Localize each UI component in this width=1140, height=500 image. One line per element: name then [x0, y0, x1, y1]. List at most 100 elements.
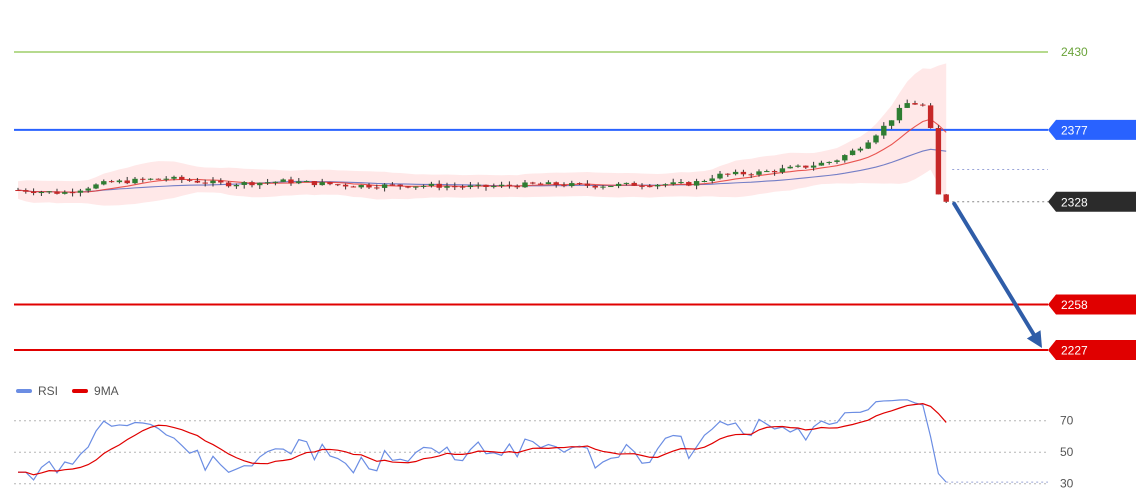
candle-body [569, 183, 575, 187]
candle-body [498, 184, 505, 187]
candle [179, 175, 185, 184]
legend-label-9ma: 9MA [94, 384, 119, 398]
candle [537, 182, 544, 185]
candle-body [311, 181, 318, 186]
candle-body [779, 168, 786, 173]
candle [46, 191, 52, 194]
candle [896, 104, 903, 124]
candle [264, 178, 271, 185]
price-tag-2227: 2227 [1061, 344, 1088, 358]
candle-body [77, 190, 84, 193]
candle [592, 185, 598, 190]
candle [818, 160, 825, 166]
candle-body [30, 191, 37, 194]
candle [428, 181, 435, 188]
candle [186, 178, 193, 182]
candle-body [405, 186, 411, 188]
candle [920, 103, 926, 107]
candle-body [147, 178, 154, 180]
price-tag-2258: 2258 [1061, 298, 1088, 312]
candle [257, 182, 263, 189]
price-tag-2430: 2430 [1061, 45, 1088, 59]
candle-body [881, 125, 887, 136]
candle [444, 182, 450, 191]
rsi-tick-label: 30 [1060, 477, 1074, 491]
bollinger-band [18, 63, 947, 206]
candle-body [483, 184, 489, 187]
candle [881, 122, 887, 139]
candle-body [537, 183, 544, 185]
candle [23, 188, 29, 194]
candle [241, 181, 247, 189]
candle-body [849, 150, 856, 156]
candle [85, 186, 91, 193]
candle [709, 174, 715, 184]
legend-swatch-9ma [72, 389, 89, 393]
candle-body [709, 178, 715, 181]
candle [62, 190, 68, 195]
candle [405, 186, 411, 189]
candle-body [896, 107, 903, 121]
candle [296, 178, 302, 185]
candle-body [888, 120, 895, 126]
candle-body [686, 182, 692, 186]
candle-body [803, 165, 809, 168]
candle-body [249, 182, 255, 186]
rsi-9ma-line [18, 403, 947, 476]
candle-body [865, 142, 871, 149]
candle-body [818, 162, 825, 166]
projection-arrow-head [1026, 330, 1042, 349]
candle-body [740, 171, 747, 175]
candle [569, 180, 575, 188]
candle [327, 181, 333, 186]
candle-body [428, 183, 435, 186]
candle-body [54, 191, 60, 194]
candle [335, 183, 341, 187]
candle-body [857, 148, 864, 151]
candle-body [576, 183, 583, 185]
candle [857, 146, 864, 153]
candle [693, 178, 700, 190]
candle-body [296, 181, 302, 184]
candle [842, 154, 848, 163]
candle [381, 183, 388, 192]
candle [608, 185, 614, 188]
candle [545, 180, 552, 185]
candle-body [116, 180, 123, 183]
candle-body [374, 187, 380, 189]
candle [69, 188, 76, 197]
candle-body [436, 183, 442, 188]
candle [225, 181, 232, 188]
candle-body [639, 185, 645, 187]
candle [530, 181, 536, 185]
candle-body [459, 186, 466, 188]
candle [155, 178, 162, 180]
candle-body [218, 180, 224, 183]
candle-body [186, 179, 193, 181]
rsi-line [18, 399, 947, 483]
candle-body [381, 184, 388, 188]
candle [522, 179, 528, 188]
candle [873, 134, 879, 145]
candle [30, 188, 37, 196]
legend-item-rsi: RSI [16, 384, 58, 398]
candle [849, 148, 856, 156]
candle-body [748, 174, 754, 176]
candle-body [623, 182, 630, 184]
candle [740, 169, 747, 177]
candle-body [904, 103, 910, 108]
candle-body [303, 181, 310, 183]
candle [810, 161, 817, 171]
candle-body [171, 176, 177, 179]
candle-body [69, 192, 76, 194]
candle-body [38, 191, 45, 194]
candle [506, 181, 513, 189]
candle [623, 182, 630, 186]
candle-body [342, 184, 349, 187]
candle-body [124, 180, 130, 184]
candle-body [615, 183, 622, 187]
candle-body [132, 178, 138, 184]
price-tag-box-2258 [1048, 294, 1136, 315]
candle-body [725, 173, 731, 175]
